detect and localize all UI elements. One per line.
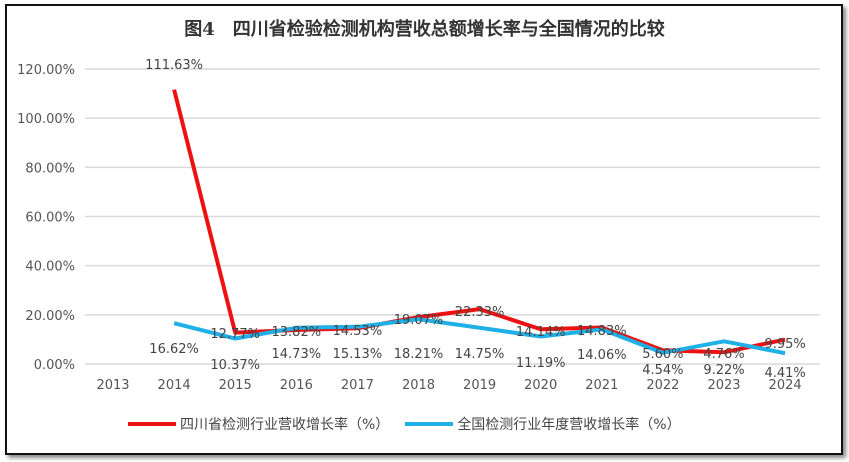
data-label: 14.73% xyxy=(272,347,322,362)
y-tick-label: 20.00% xyxy=(25,309,75,324)
data-label: 9.22% xyxy=(703,363,744,378)
x-tick-label: 2016 xyxy=(280,378,313,393)
data-label: 4.41% xyxy=(764,366,805,381)
x-tick-label: 2015 xyxy=(219,378,252,393)
legend-item-national: 全国检测行业年度营收增长率（%） xyxy=(405,414,681,434)
legend-label: 四川省检测行业营收增长率（%） xyxy=(180,417,390,433)
data-label: 12.77% xyxy=(210,327,260,342)
data-label: 14.14% xyxy=(516,325,566,340)
data-label: 9.95% xyxy=(764,337,805,352)
data-label: 5.60% xyxy=(642,347,683,362)
data-label: 19.07% xyxy=(394,313,444,328)
data-label: 4.76% xyxy=(703,347,744,362)
legend-item-sichuan: 四川省检测行业营收增长率（%） xyxy=(128,414,389,434)
legend-swatch-blue xyxy=(405,422,454,426)
data-label: 14.06% xyxy=(577,348,627,363)
y-tick-label: 80.00% xyxy=(25,161,75,176)
chart-title: 图4 四川省检验检测机构营收总额增长率与全国情况的比较 xyxy=(184,19,665,40)
x-tick-label: 2013 xyxy=(96,378,129,393)
data-label: 13.82% xyxy=(272,325,322,340)
chart-frame xyxy=(5,4,843,455)
data-label: 14.75% xyxy=(455,347,505,362)
x-tick-label: 2020 xyxy=(524,378,557,393)
x-tick-label: 2017 xyxy=(341,378,374,393)
data-label: 4.54% xyxy=(642,363,683,378)
data-label: 10.37% xyxy=(210,358,260,373)
x-tick-label: 2019 xyxy=(463,378,496,393)
x-tick-label: 2018 xyxy=(402,378,435,393)
data-label: 15.13% xyxy=(333,347,383,362)
x-tick-label: 2024 xyxy=(769,378,802,393)
data-label: 111.63% xyxy=(145,58,203,73)
data-label: 14.83% xyxy=(577,324,627,339)
data-label: 11.19% xyxy=(516,356,566,371)
data-label: 18.21% xyxy=(394,347,444,362)
legend-swatch-red xyxy=(128,422,176,426)
legend-label: 全国检测行业年度营收增长率（%） xyxy=(457,417,681,433)
data-label: 14.53% xyxy=(333,324,383,339)
y-tick-label: 120.00% xyxy=(17,63,75,78)
data-label: 22.33% xyxy=(455,305,505,320)
data-label: 16.62% xyxy=(149,342,199,357)
x-tick-label: 2021 xyxy=(585,378,618,393)
y-tick-label: 0.00% xyxy=(34,358,75,373)
x-tick-label: 2014 xyxy=(158,378,191,393)
x-tick-label: 2022 xyxy=(646,378,679,393)
y-tick-label: 100.00% xyxy=(17,112,75,127)
y-tick-label: 40.00% xyxy=(25,260,75,275)
legend: 四川省检测行业营收增长率（%） 全国检测行业年度营收增长率（%） xyxy=(128,414,681,434)
x-tick-label: 2023 xyxy=(707,378,740,393)
y-tick-label: 60.00% xyxy=(25,211,75,226)
